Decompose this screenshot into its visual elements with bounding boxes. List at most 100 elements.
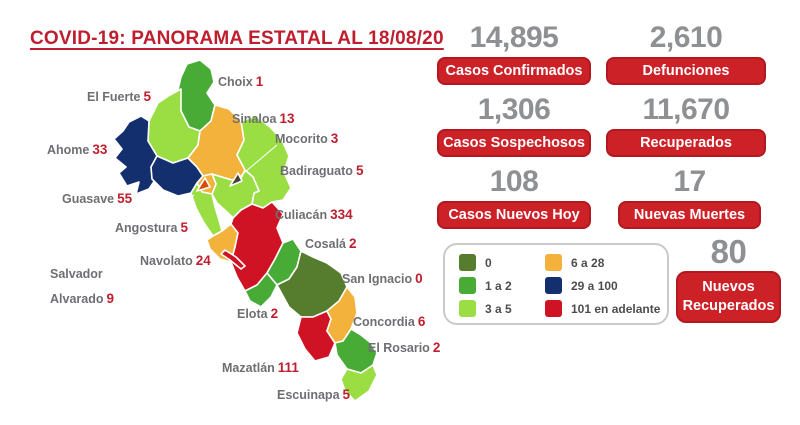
stat-defunciones: 2,610 Defunciones [606,22,766,85]
page-title: COVID-19: PANORAMA ESTATAL AL 18/08/20 [30,28,444,49]
muni-value: 1 [255,74,264,89]
stat-casos-nuevos-hoy: 108 Casos Nuevos Hoy [437,166,591,229]
muni-shape-elota[interactable] [244,272,278,308]
stat-label-badge: Defunciones [606,57,766,85]
legend-swatch [545,277,562,294]
legend-label: 101 en adelante [571,301,661,316]
muni-value: 5 [355,163,364,178]
muni-value: 2 [270,306,279,321]
muni-value: 13 [279,111,295,126]
legend: 0 1 a 2 3 a 5 6 a 28 29 a 100 101 en ade… [443,243,669,325]
muni-value: 0 [415,271,423,286]
muni-label-sinaloa: Sinaloa 13 [232,109,295,128]
muni-label-salvador-alvarado: Salvador Alvarado 9 [50,262,130,312]
muni-label-ahome: Ahome 33 [47,140,107,159]
stat-nuevos-recuperados: 80 Nuevos Recuperados [676,233,781,323]
muni-label-mocorito: Mocorito 3 [275,129,338,148]
muni-name: Badiraguato [280,164,353,178]
legend-item-1a2: 1 a 2 [459,277,512,294]
stat-value: 1,306 [477,93,551,126]
muni-value: 3 [330,131,339,146]
muni-name: Culiacán [275,208,328,222]
muni-name: Salvador Alvarado [50,267,104,306]
legend-item-101-en-adelante: 101 en adelante [545,300,660,317]
muni-label-culiacan: Culiacán 334 [275,205,353,224]
muni-value: 5 [180,220,189,235]
muni-shape-el-rosario[interactable] [334,328,378,374]
muni-value: 2 [349,236,357,251]
muni-name: Guasave [62,192,115,206]
muni-value: 5 [143,89,152,104]
legend-item-29a100: 29 a 100 [545,277,618,294]
legend-swatch [545,300,562,317]
muni-name: Mocorito [275,132,328,146]
stat-label-badge: Casos Confirmados [437,57,591,85]
muni-value: 6 [417,314,426,329]
muni-name: El Rosario [368,341,430,355]
stat-label-badge: Nuevos Recuperados [676,271,781,323]
legend-swatch [459,277,476,294]
stat-value: 2,610 [649,21,723,54]
stat-value: 80 [710,233,747,270]
muni-value: 111 [277,360,299,375]
salvador-alvarado-pointer-arrowhead [196,177,211,192]
legend-swatch [459,254,476,271]
stat-label-badge: Casos Sospechosos [437,129,591,157]
legend-item-6a28: 6 a 28 [545,254,604,271]
muni-name: Navolato [140,254,193,268]
stat-casos-confirmados: 14,895 Casos Confirmados [437,22,591,85]
muni-label-mazatlan: Mazatlán 111 [222,358,299,377]
muni-label-cosala: Cosalá 2 [305,234,357,253]
stat-label-badge: Casos Nuevos Hoy [437,201,591,229]
muni-name: San Ignacio [342,272,413,286]
muni-name: Cosalá [305,237,346,251]
muni-value: 5 [342,387,351,402]
muni-label-guasave: Guasave 55 [62,189,132,208]
muni-value: 2 [432,340,441,355]
muni-name: Sinaloa [232,112,277,126]
muni-label-concordia: Concordia 6 [353,312,425,331]
legend-label: 6 a 28 [571,255,605,270]
muni-label-el-fuerte: El Fuerte 5 [87,87,151,106]
salvador-alvarado-pointer-line [115,194,195,261]
muni-label-escuinapa: Escuinapa 5 [277,385,350,404]
muni-value: 33 [92,142,108,157]
stat-label-badge: Recuperados [606,129,766,157]
muni-shape-mazatlan[interactable] [296,310,336,362]
muni-label-navolato: Navolato 24 [140,251,211,270]
muni-label-angostura: Angostura 5 [115,218,188,237]
muni-shape-culiacan-coast-sliver [220,249,246,270]
legend-label: 0 [485,255,492,270]
legend-item-3a5: 3 a 5 [459,300,512,317]
muni-shape-ahome[interactable] [113,115,158,195]
muni-shape-escuinapa[interactable] [340,364,378,402]
muni-value: 24 [195,253,211,268]
muni-label-badiraguato: Badiraguato 5 [280,161,363,180]
mocorito-pointer-line [237,144,278,179]
legend-swatch [545,254,562,271]
muni-label-san-ignacio: San Ignacio 0 [342,269,423,288]
stat-value: 11,670 [642,93,730,126]
muni-name: Choix [218,75,253,89]
legend-label: 1 a 2 [485,278,512,293]
legend-label: 29 a 100 [571,278,618,293]
muni-name: Ahome [47,143,90,157]
stat-label-badge: Nuevas Muertes [618,201,761,229]
legend-swatch [459,300,476,317]
stat-recuperados: 11,670 Recuperados [606,94,766,157]
mocorito-pointer-arrowhead [229,172,243,187]
muni-name: Mazatlán [222,361,275,375]
muni-name: El Fuerte [87,90,141,104]
muni-name: Escuinapa [277,388,340,402]
stat-value: 108 [489,165,539,198]
muni-label-elota: Elota 2 [237,304,278,323]
muni-name: Elota [237,307,268,321]
stat-nuevas-muertes: 17 Nuevas Muertes [618,166,761,229]
muni-name: Concordia [353,315,415,329]
stat-value: 14,895 [469,21,559,54]
stat-value: 17 [673,165,706,198]
muni-label-el-rosario: El Rosario 2 [368,338,440,357]
legend-item-0: 0 [459,254,492,271]
